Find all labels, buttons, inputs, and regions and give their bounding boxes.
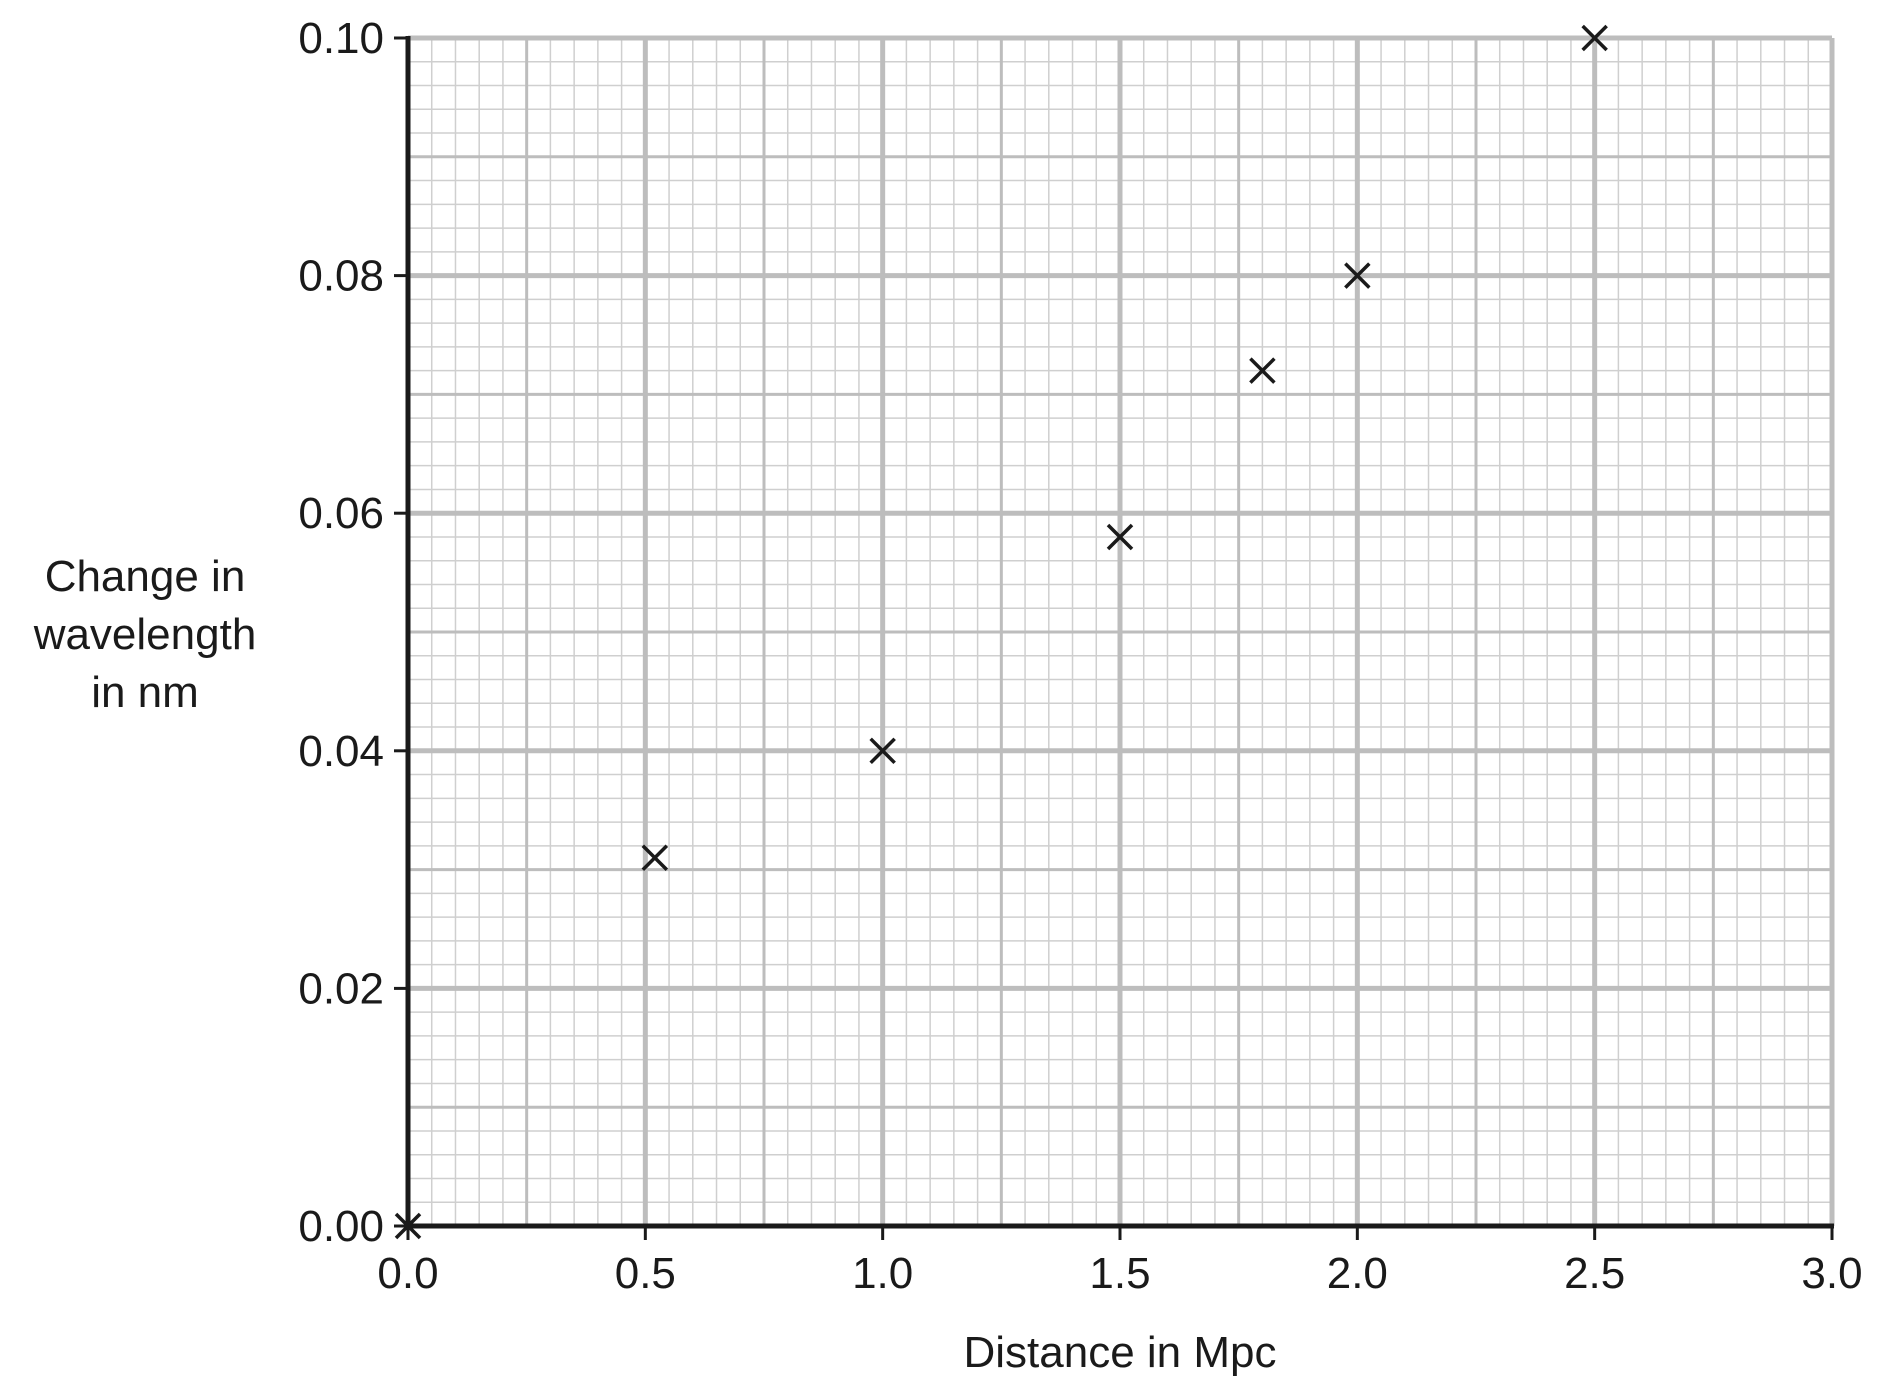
data-point-stroke (1249, 357, 1276, 384)
x-tick-label: 1.0 (852, 1249, 913, 1298)
data-point (1249, 357, 1276, 384)
data-point-stroke (1344, 262, 1371, 289)
y-tick-label: 0.02 (298, 964, 384, 1013)
y-axis-label: Change in wavelength in nm (0, 548, 290, 722)
y-tick-label: 0.06 (298, 489, 384, 538)
tick-labels: 0.0 0.5 1.0 1.5 2.0 2.5 3.0 0.00 0.02 0.04 0.06 0.0… (298, 14, 1862, 1298)
data-point (869, 737, 896, 765)
data-point (394, 1212, 422, 1240)
x-tick-label: 0.5 (615, 1249, 676, 1298)
data-point (641, 844, 669, 871)
x-tick-label: 3.0 (1801, 1249, 1862, 1298)
y-tick-label: 0.08 (298, 252, 384, 301)
data-point (1106, 523, 1134, 551)
x-tick-label: 2.0 (1327, 1249, 1388, 1298)
data-point-stroke (1106, 523, 1134, 551)
y-axis-label-line-3: in nm (91, 668, 199, 717)
data-point (1581, 24, 1608, 52)
data-point-stroke (394, 1212, 422, 1240)
data-point-stroke (641, 844, 669, 871)
y-tick-label: 0.10 (298, 14, 384, 63)
x-tick-label: 1.5 (1089, 1249, 1150, 1298)
y-tick-label: 0.00 (298, 1202, 384, 1251)
data-point-stroke (869, 737, 896, 765)
data-point (1344, 262, 1371, 289)
x-tick-label: 0.0 (377, 1249, 438, 1298)
data-points (394, 24, 1608, 1240)
data-point-stroke (1581, 24, 1608, 52)
y-axis-label-line-2: wavelength (33, 610, 257, 659)
x-tick-label: 2.5 (1564, 1249, 1625, 1298)
x-axis-label: Distance in Mpc (963, 1328, 1277, 1377)
y-axis-label-line-1: Change in (44, 552, 246, 601)
y-tick-label: 0.04 (298, 727, 384, 776)
